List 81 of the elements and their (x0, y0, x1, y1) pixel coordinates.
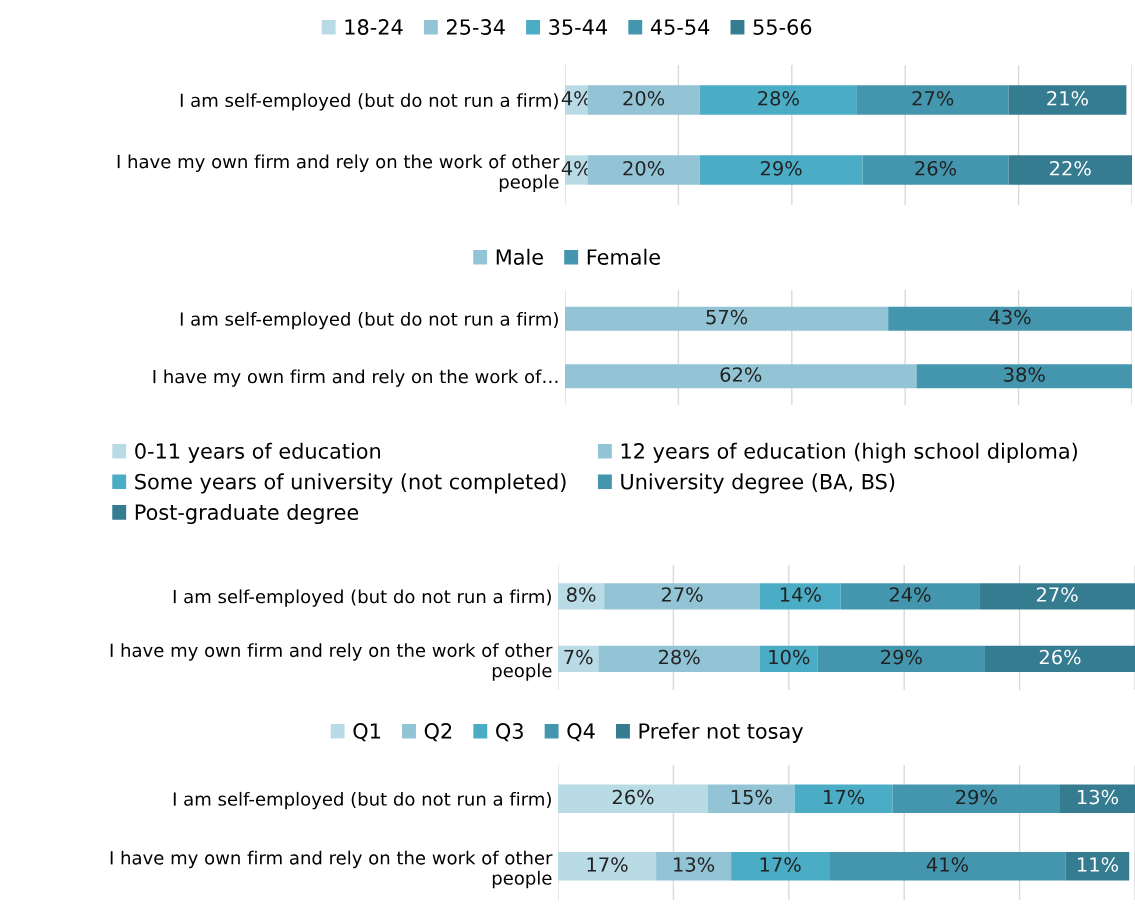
data-label: 27% (912, 90, 954, 106)
legend-label: Some years of university (not completed) (135, 473, 566, 494)
data-label: 15% (731, 789, 772, 805)
y-tick-label: I have my own firm and rely on the work of other people (117, 154, 560, 193)
bar (699, 155, 863, 185)
data-label: 14% (780, 587, 821, 602)
data-label: 57% (706, 309, 748, 325)
y-tick-label: I have my own firm and rely on the work of other people (110, 850, 553, 889)
data-label: 26% (612, 789, 654, 805)
data-label: 13% (674, 857, 715, 872)
legend-label: Q3 (496, 723, 523, 742)
legend-label: 12 years of education (high school diploma) (621, 442, 1077, 463)
legend-label: Female (587, 248, 660, 265)
data-label: 29% (760, 160, 802, 176)
bar (587, 155, 700, 185)
bar (829, 852, 1066, 881)
legend-label: Q1 (353, 723, 380, 742)
bar (856, 85, 1009, 115)
bar (794, 784, 893, 813)
data-label: 43% (989, 309, 1031, 325)
y-tick-label: I am self-employed (but do not run a firm) (173, 589, 551, 607)
data-label: 7% (564, 649, 593, 665)
data-label: 29% (881, 649, 922, 665)
bar (1008, 155, 1132, 185)
y-tick-label: I am self-employed (but do not run a firm) (180, 93, 558, 111)
legend-label: 18-24 (345, 19, 403, 35)
data-label: 24% (889, 587, 931, 602)
bar (708, 784, 795, 813)
legend-label: 45-54 (650, 19, 710, 35)
bar (840, 583, 980, 610)
data-label: 29% (956, 789, 997, 805)
y-tick-label: I am self-employed (but do not run a firm) (180, 311, 558, 330)
legend-label: Prefer not tosay (639, 722, 803, 743)
bar (558, 784, 709, 813)
data-label: 20% (623, 160, 665, 176)
bar (604, 583, 760, 610)
bar (731, 852, 830, 881)
data-label: 10% (769, 649, 810, 665)
data-label: 21% (1047, 90, 1088, 106)
bar (656, 852, 732, 881)
bar (598, 645, 760, 672)
legend-label: 35-44 (549, 19, 608, 35)
data-label: 22% (1050, 160, 1091, 176)
data-label: 17% (587, 857, 628, 872)
data-label: 28% (658, 649, 700, 665)
bar (699, 85, 857, 115)
y-tick-label: I have my own firm and rely on the work of… (153, 369, 558, 387)
data-label: 62% (720, 367, 762, 382)
bar (1008, 85, 1127, 115)
data-label: 26% (1039, 649, 1081, 665)
y-tick-label: I am self-employed (but do not run a firm) (173, 791, 551, 810)
data-label: 11% (1078, 857, 1119, 872)
legend-label: Male (496, 248, 543, 265)
data-label: 26% (915, 160, 957, 176)
bar (892, 784, 1060, 813)
data-label: 13% (1078, 789, 1119, 805)
legend-label: Post-graduate degree (135, 503, 359, 525)
bar (862, 155, 1009, 185)
legend-label: 25-34 (446, 19, 505, 35)
data-label: 38% (1004, 367, 1045, 382)
data-label: 17% (760, 857, 801, 872)
bar (817, 645, 985, 672)
bar (558, 852, 657, 881)
bar (979, 583, 1135, 610)
data-label: 17% (824, 789, 865, 805)
y-tick-label: I have my own firm and rely on the work of other people (110, 643, 553, 681)
data-label: 8% (566, 587, 596, 602)
legend-label: Q4 (567, 723, 595, 742)
bar (587, 85, 700, 115)
data-label: 27% (1036, 587, 1078, 602)
data-label: 20% (623, 90, 665, 106)
bar (1059, 784, 1135, 813)
legend-label: University degree (BA, BS) (621, 473, 895, 494)
data-label: 28% (758, 90, 799, 106)
data-label: 41% (926, 857, 969, 872)
bar (984, 645, 1135, 672)
legend-label: 55-66 (753, 19, 812, 35)
legend-label: 0-11 years of education (135, 442, 380, 463)
data-label: 27% (661, 587, 703, 602)
bar (759, 583, 841, 610)
legend-label: Q2 (424, 723, 452, 742)
